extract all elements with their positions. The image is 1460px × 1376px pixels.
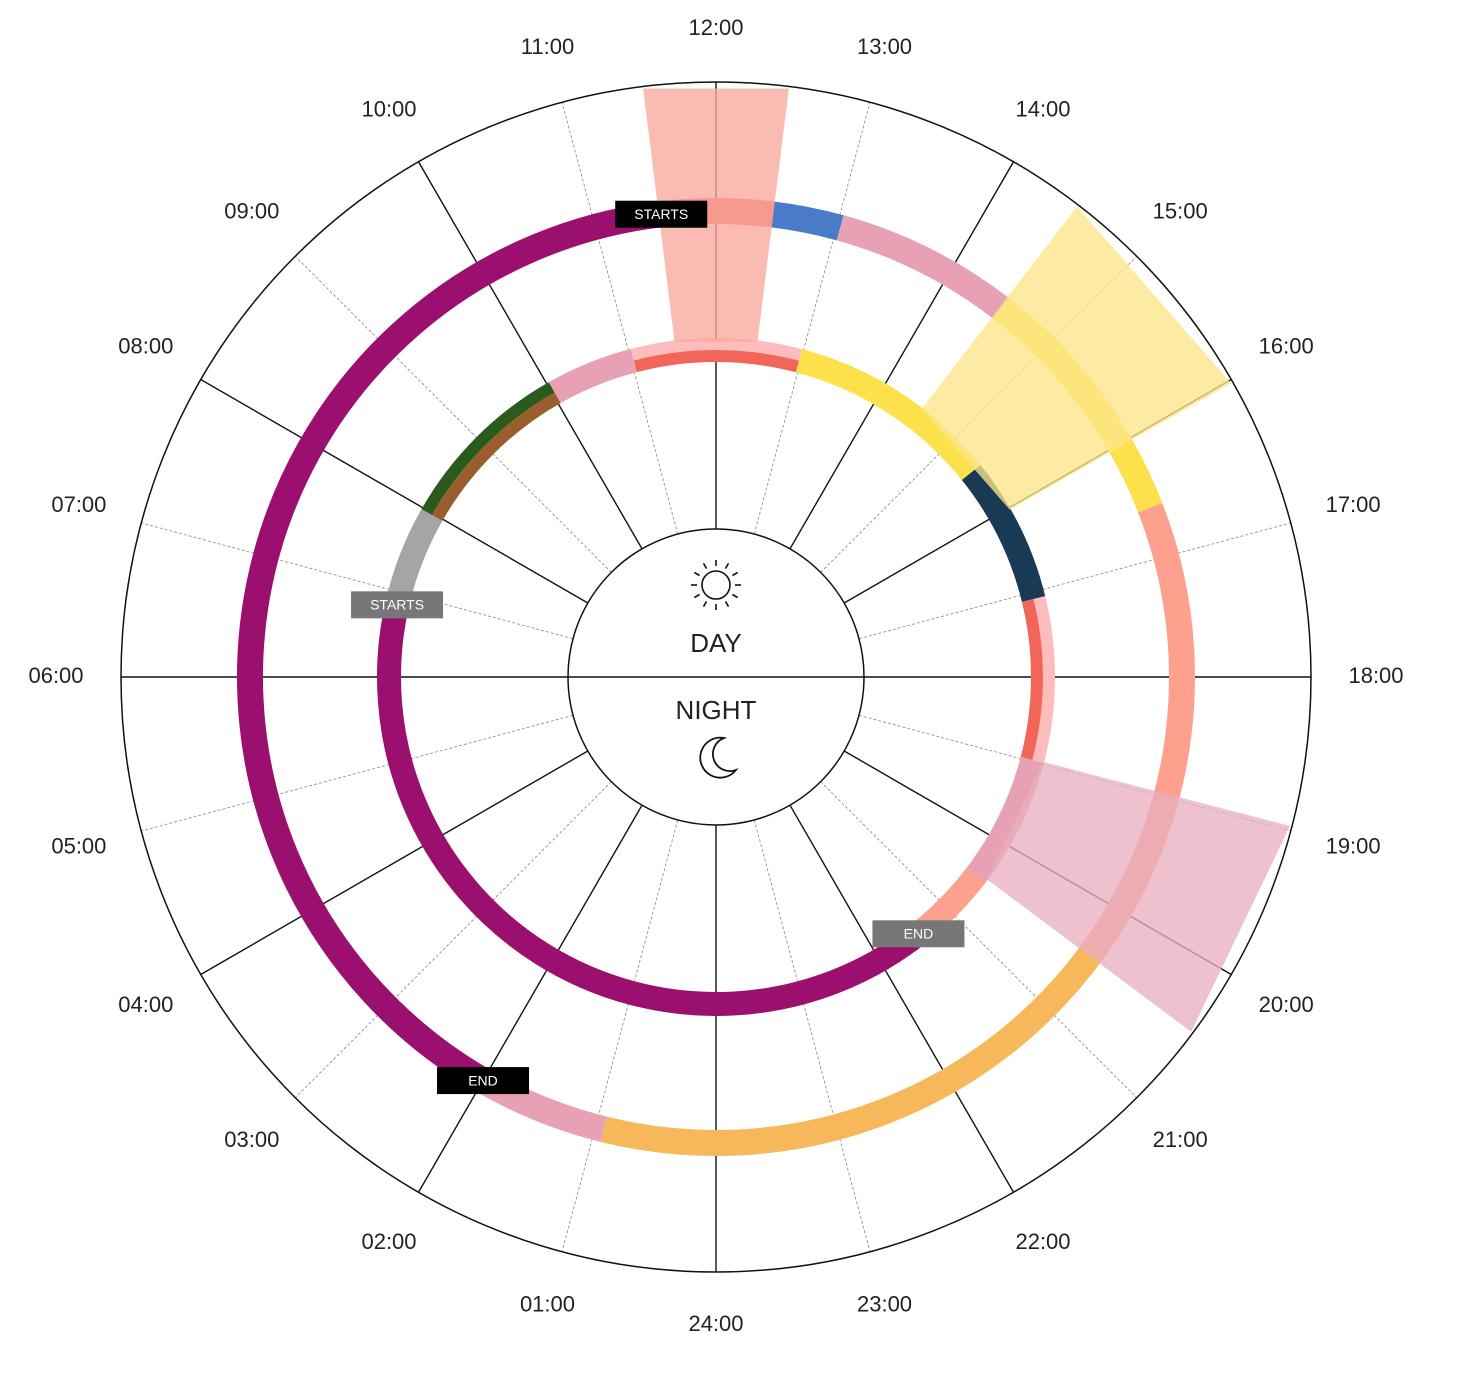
sun-ray — [724, 562, 730, 569]
hour-label: 03:00 — [224, 1127, 279, 1152]
hour-label: 15:00 — [1153, 199, 1208, 224]
half-line — [294, 255, 612, 573]
marker-label: END — [468, 1072, 498, 1088]
outer-circle — [120, 81, 1312, 1273]
half-line — [294, 781, 612, 1099]
marker-label: END — [904, 926, 934, 942]
half-line — [753, 819, 871, 1252]
hour-label: 02:00 — [361, 1229, 416, 1254]
sun-ray — [702, 601, 708, 608]
hour-label: 06:00 — [28, 663, 83, 688]
hour-label: 01:00 — [520, 1292, 575, 1317]
ring-segment-band — [633, 350, 799, 373]
half-line — [141, 714, 574, 832]
ring-segment-band — [1020, 599, 1043, 760]
hour-line — [200, 378, 589, 604]
highlight-wedge — [643, 88, 789, 342]
hour-label: 12:00 — [688, 15, 743, 40]
wedges — [643, 88, 1290, 1032]
half-line — [820, 781, 1138, 1099]
hour-label: 16:00 — [1259, 334, 1314, 359]
moon-icon — [699, 736, 739, 779]
hour-line — [417, 161, 643, 550]
ring-segment — [836, 215, 1010, 320]
hour-label: 18:00 — [1348, 663, 1403, 688]
highlight-wedge — [986, 761, 1290, 1032]
sun-ray — [724, 601, 730, 608]
ring-segment — [795, 349, 981, 481]
hour-label: 21:00 — [1153, 1127, 1208, 1152]
ring-segment-band — [630, 338, 803, 361]
ring-segment-band — [1032, 596, 1055, 764]
sun-ray — [702, 562, 708, 569]
markers: STARTS END STARTS END — [351, 200, 965, 1095]
ring-segment — [237, 201, 663, 1092]
hour-line — [789, 804, 1015, 1193]
sun-ray — [693, 571, 700, 577]
ring-segment — [377, 602, 926, 1016]
marker-box — [351, 591, 444, 619]
hour-label: 04:00 — [118, 992, 173, 1017]
half-line — [858, 522, 1291, 640]
hour-line — [789, 161, 1015, 550]
ring-segment — [771, 201, 844, 241]
half-line — [141, 522, 574, 640]
marker-box — [437, 1067, 529, 1095]
hour-label: 20:00 — [1259, 992, 1314, 1017]
hour-label: 10:00 — [361, 96, 416, 121]
marker-label: STARTS — [370, 597, 424, 613]
marker-box — [615, 200, 708, 228]
hour-label: 11:00 — [521, 34, 574, 59]
hour-label: 08:00 — [118, 334, 173, 359]
marker-box — [872, 920, 965, 948]
hour-label: 14:00 — [1015, 96, 1070, 121]
hour-line — [417, 804, 643, 1193]
hour-label: 09:00 — [224, 199, 279, 224]
ring-segment-band — [431, 392, 561, 521]
ring-segment — [966, 756, 1044, 882]
day-label: DAY — [690, 628, 742, 658]
half-line — [561, 819, 679, 1252]
hour-label: 13:00 — [857, 34, 912, 59]
sun-icon — [691, 560, 741, 610]
ring-segment-band — [421, 382, 555, 515]
hour-labels: 01:00 02:00 03:00 04:00 05:00 06:00 07:00 08:00… — [28, 15, 1403, 1336]
hour-label: 17:00 — [1326, 492, 1381, 517]
hour-label: 07:00 — [51, 492, 106, 517]
night-label: NIGHT — [676, 695, 757, 725]
half-line — [753, 102, 871, 535]
hour-label: 05:00 — [51, 834, 106, 859]
hour-label: 23:00 — [857, 1292, 912, 1317]
sun-ray — [693, 593, 700, 599]
sun-ray — [732, 571, 739, 577]
ring-segment — [600, 940, 1106, 1156]
sun-ray — [732, 593, 739, 599]
hour-label: 19:00 — [1326, 834, 1381, 859]
hour-label: 22:00 — [1015, 1229, 1070, 1254]
hour-label: 24:00 — [688, 1311, 743, 1336]
ring-segment — [961, 465, 1046, 602]
half-line — [561, 102, 679, 535]
highlight-wedge — [921, 206, 1232, 510]
hour-line — [200, 750, 589, 976]
marker-label: STARTS — [634, 206, 688, 222]
ring-segment — [548, 348, 638, 404]
